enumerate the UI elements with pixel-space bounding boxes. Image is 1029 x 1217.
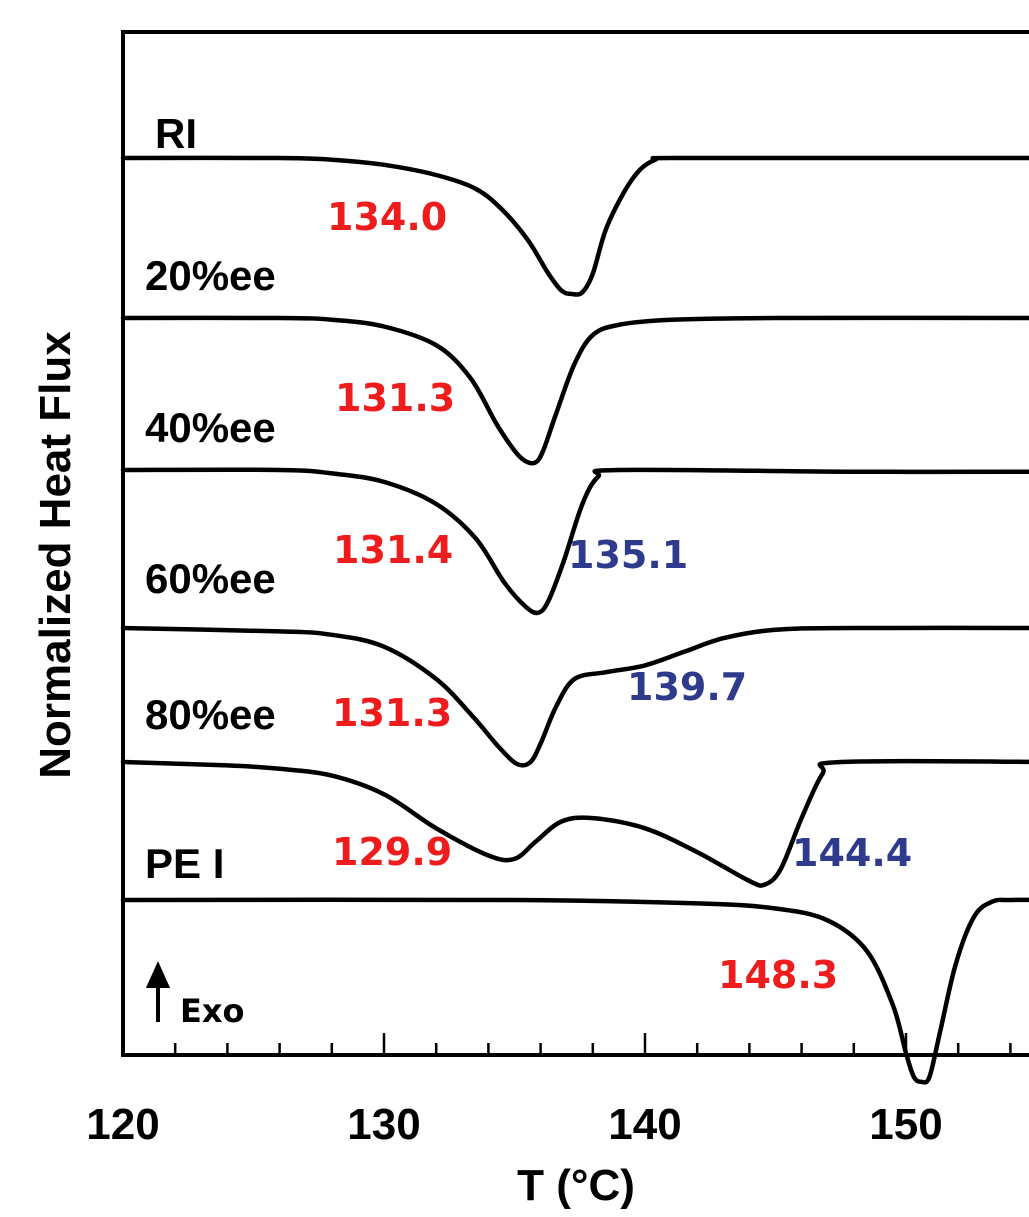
exo-label: Exo [180,992,244,1030]
axes [121,30,1029,1057]
x-ticks [121,1033,1012,1055]
peak-label: 134.0 [327,195,447,239]
peak-label: 144.4 [792,831,912,875]
x-axis-title: T (°C) [517,1161,635,1210]
series-label: 40%ee [145,404,276,451]
peak-label: 131.3 [335,376,455,420]
dsc-curve-ri [120,155,1029,297]
peak-label: 139.7 [627,665,747,709]
x-tick-label: 130 [347,1100,420,1149]
x-tick-label: 140 [608,1100,681,1149]
y-axis-title: Normalized Heat Flux [31,331,80,779]
x-tick-label: 150 [869,1100,942,1149]
peak-label: 131.4 [333,528,453,572]
dsc-curve-40-ee [120,467,1029,616]
series-labels: RI 20%ee 40%ee 60%ee 80%ee PE I [145,110,276,887]
exo-indicator: Exo [145,961,244,1030]
series-label: 60%ee [145,555,276,602]
x-tick-labels: 120 130 140 150 [86,1100,942,1149]
series-label: 80%ee [145,691,276,738]
peak-label: 135.1 [568,533,688,577]
series-label: RI [155,110,197,157]
dsc-curve-60-ee [120,625,1029,768]
x-tick-label: 120 [86,1100,159,1149]
dsc-curves [120,155,1029,1085]
peak-labels: 134.0 131.3 131.4 135.1 131.3 139.7 129.9 144.4… [327,195,912,997]
series-label: 20%ee [145,252,276,299]
dsc-curve-pe-i [120,897,1029,1085]
dsc-curve-20-ee [120,315,1029,466]
peak-label: 148.3 [718,953,838,997]
peak-label: 129.9 [332,830,452,874]
series-label: PE I [145,840,224,887]
dsc-curve-80-ee [120,758,1029,888]
peak-label: 131.3 [332,691,452,735]
arrow-up-icon [145,961,171,1022]
